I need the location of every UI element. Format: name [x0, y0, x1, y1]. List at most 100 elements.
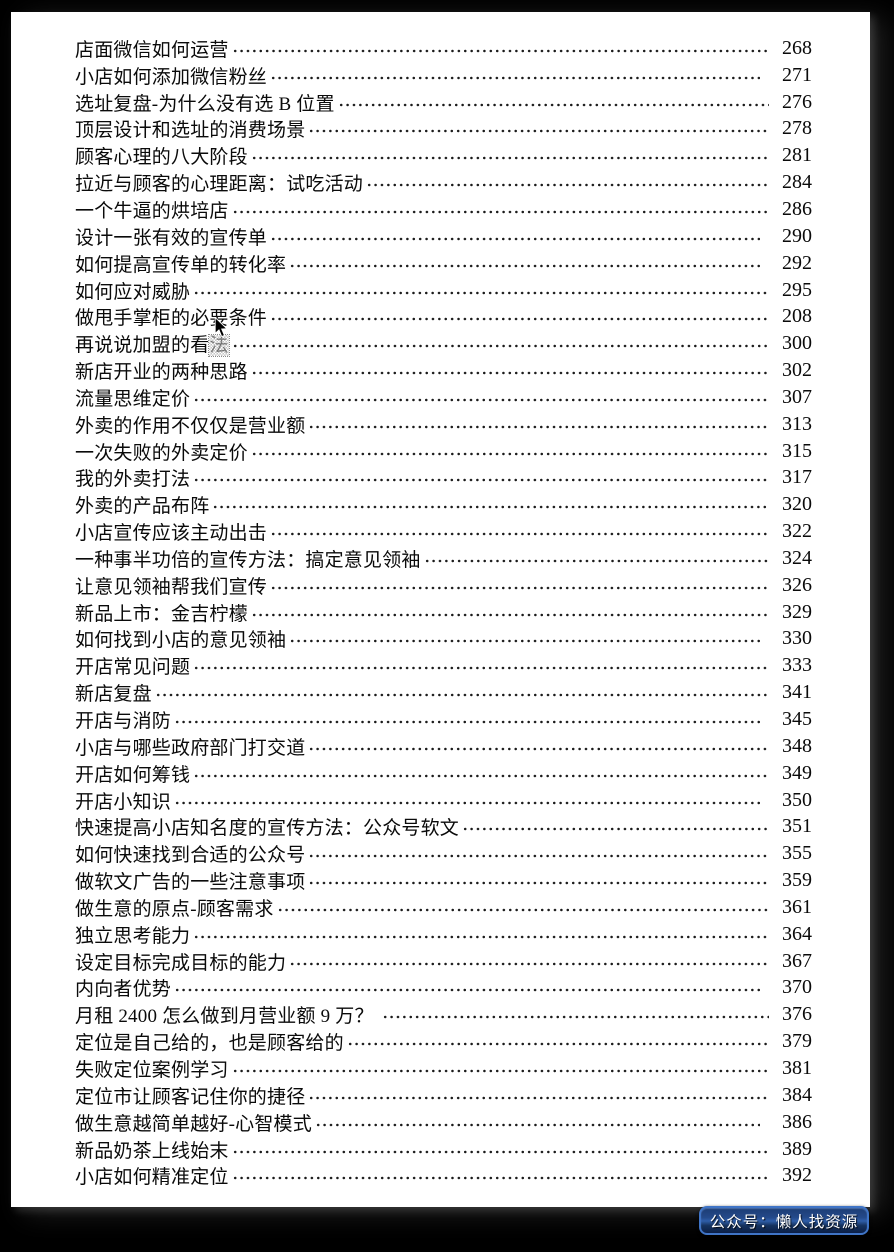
toc-entry-title: 新品奶茶上线始末 [75, 1140, 229, 1162]
dot-leader [231, 1135, 769, 1163]
toc-entry[interactable]: 拉近与顾客的心理距离：试吃活动 284 [75, 169, 812, 197]
toc-entry[interactable]: 设计一张有效的宣传单 290 [75, 222, 812, 250]
toc-entry[interactable]: 新店开业的两种思路 302 [75, 357, 812, 384]
toc-entry[interactable]: 开店与消防 345 [75, 706, 812, 733]
toc-entry-page: 350 [782, 788, 812, 811]
toc-entry[interactable]: 新品奶茶上线始末 389 [75, 1135, 812, 1163]
toc-entry-page: 317 [782, 466, 812, 489]
toc-entry-title: 小店宣传应该主动出击 [75, 523, 268, 545]
dot-leader [250, 598, 769, 626]
toc-entry-title: 做软文广告的一些注意事项 [75, 872, 306, 894]
toc-entry-page: 307 [782, 385, 812, 408]
toc-entry[interactable]: 做生意的原点-顾客需求 361 [75, 894, 812, 921]
toc-entry[interactable]: 开店小知识 350 [75, 786, 812, 814]
toc-entry-title: 小店与哪些政府部门打交道 [75, 737, 306, 759]
toc-entry[interactable]: 顾客心理的八大阶段 281 [75, 142, 812, 170]
dot-leader [250, 142, 769, 170]
toc-entry-page: 384 [782, 1083, 812, 1106]
toc-entry-title: 开店如何筹钱 [75, 764, 191, 786]
toc-entry[interactable]: 如何快速找到合适的公众号 355 [75, 840, 812, 868]
toc-entry[interactable]: 流量思维定价 307 [75, 383, 812, 411]
toc-entry[interactable]: 外卖的作用不仅仅是营业额 313 [75, 410, 812, 438]
toc-entry[interactable]: 开店如何筹钱 349 [75, 759, 812, 787]
dot-leader [337, 88, 769, 116]
toc-entry[interactable]: 外卖的产品布阵 320 [75, 491, 812, 519]
toc-entry-page: 329 [782, 600, 812, 623]
dot-leader [462, 813, 769, 841]
toc-entry-page: 370 [782, 976, 812, 999]
toc-entry[interactable]: 设定目标完成目标的能力 367 [75, 947, 812, 975]
toc-entry[interactable]: 如何提高宣传单的转化率 292 [75, 249, 812, 277]
toc-entry-page: 330 [782, 627, 812, 650]
toc-entry[interactable]: 做生意越简单越好-心智模式 386 [75, 1108, 812, 1136]
toc-entry[interactable]: 店面微信如何运营 268 [75, 35, 812, 62]
dot-leader [308, 867, 769, 894]
toc-entry[interactable]: 小店宣传应该主动出击 322 [75, 518, 812, 546]
toc-entry-title: 开店常见问题 [75, 657, 191, 679]
dot-leader [314, 1108, 760, 1136]
toc-entry[interactable]: 一种事半功倍的宣传方法：搞定意见领袖 324 [75, 545, 812, 572]
toc-entry[interactable]: 如何应对威胁 295 [75, 276, 812, 304]
toc-entry-page: 355 [782, 842, 812, 865]
toc-entry-title: 开店小知识 [75, 791, 172, 813]
toc-entry[interactable]: 小店如何精准定位 392 [75, 1162, 812, 1190]
toc-entry[interactable]: 新品上市：金吉柠檬 329 [75, 598, 812, 626]
toc-entry-page: 392 [782, 1164, 812, 1187]
toc-entry[interactable]: 如何找到小店的意见领袖 330 [75, 625, 812, 653]
toc-entry[interactable]: 独立思考能力 364 [75, 920, 812, 948]
dot-leader [270, 222, 760, 250]
toc-entry-title: 选址复盘-为什么没有选 B 位置 [75, 93, 335, 115]
dot-leader [231, 1055, 769, 1082]
toc-entry[interactable]: 选址复盘-为什么没有选 B 位置 276 [75, 88, 812, 116]
toc-entry[interactable]: 小店与哪些政府部门打交道 348 [75, 732, 812, 760]
dot-leader [270, 61, 760, 89]
toc-entry[interactable]: 做软文广告的一些注意事项 359 [75, 867, 812, 894]
toc-entry-title: 我的外卖打法 [75, 469, 191, 491]
toc-entry-title: 一次失败的外卖定价 [75, 442, 248, 464]
toc-entry-page: 381 [782, 1056, 812, 1079]
toc-entry-page: 361 [782, 895, 812, 918]
toc-entry[interactable]: 新店复盘 341 [75, 679, 812, 707]
document-page: 店面微信如何运营 268 小店如何添加微信粉丝 271 选址复盘-为什么没有选 B 位置… [11, 12, 870, 1207]
dot-leader [231, 1162, 769, 1190]
dot-leader [308, 1081, 769, 1109]
dot-leader [289, 625, 760, 653]
toc-entry[interactable]: 一个牛逼的烘培店 286 [75, 196, 812, 223]
dot-leader [423, 545, 769, 572]
toc-entry-title: 小店如何添加微信粉丝 [75, 66, 268, 88]
toc-list: 店面微信如何运营 268 小店如何添加微信粉丝 271 选址复盘-为什么没有选 B 位置… [11, 12, 870, 1207]
toc-entry-title: 定位市让顾客记住你的捷径 [75, 1086, 306, 1108]
toc-entry-title: 设定目标完成目标的能力 [75, 952, 287, 974]
toc-entry-page: 333 [782, 654, 812, 677]
toc-entry-title: 做生意的原点-顾客需求 [75, 898, 274, 920]
toc-entry-page: 292 [782, 251, 812, 274]
toc-entry[interactable]: 一次失败的外卖定价 315 [75, 437, 812, 465]
toc-entry[interactable]: 定位是自己给的，也是顾客给的 379 [75, 1028, 812, 1056]
toc-entry[interactable]: 让意见领袖帮我们宣传 326 [75, 571, 812, 599]
toc-entry[interactable]: 再说说加盟的看法 300 [75, 330, 812, 358]
toc-entry[interactable]: 快速提高小店知名度的宣传方法：公众号软文 351 [75, 813, 812, 841]
toc-entry[interactable]: 做甩手掌柜的必要条件 208 [75, 303, 812, 331]
toc-entry[interactable]: 月租 2400 怎么做到月营业额 9 万？ 376 [75, 1001, 812, 1029]
toc-entry[interactable]: 内向者优势 370 [75, 974, 812, 1002]
toc-entry-page: 359 [782, 869, 812, 892]
dot-leader [193, 920, 769, 948]
watermark-badge: 公众号：懒人找资源 [699, 1206, 869, 1235]
toc-entry-title: 做生意越简单越好-心智模式 [75, 1113, 312, 1135]
toc-entry-title: 定位是自己给的，也是顾客给的 [75, 1033, 344, 1055]
toc-entry[interactable]: 失败定位案例学习 381 [75, 1055, 812, 1082]
toc-entry[interactable]: 顶层设计和选址的消费场景 278 [75, 115, 812, 143]
toc-entry-page: 348 [782, 734, 812, 757]
toc-entry[interactable]: 我的外卖打法 317 [75, 464, 812, 492]
toc-entry-page: 324 [782, 546, 812, 569]
toc-entry-page: 284 [782, 171, 812, 194]
toc-entry-page: 320 [782, 493, 812, 516]
dot-leader [366, 169, 769, 197]
toc-entry[interactable]: 小店如何添加微信粉丝 271 [75, 61, 812, 89]
dot-leader [212, 491, 769, 519]
dot-leader [174, 786, 760, 814]
dot-leader [193, 464, 769, 492]
toc-entry[interactable]: 开店常见问题 333 [75, 652, 812, 680]
toc-entry[interactable]: 定位市让顾客记住你的捷径 384 [75, 1081, 812, 1109]
